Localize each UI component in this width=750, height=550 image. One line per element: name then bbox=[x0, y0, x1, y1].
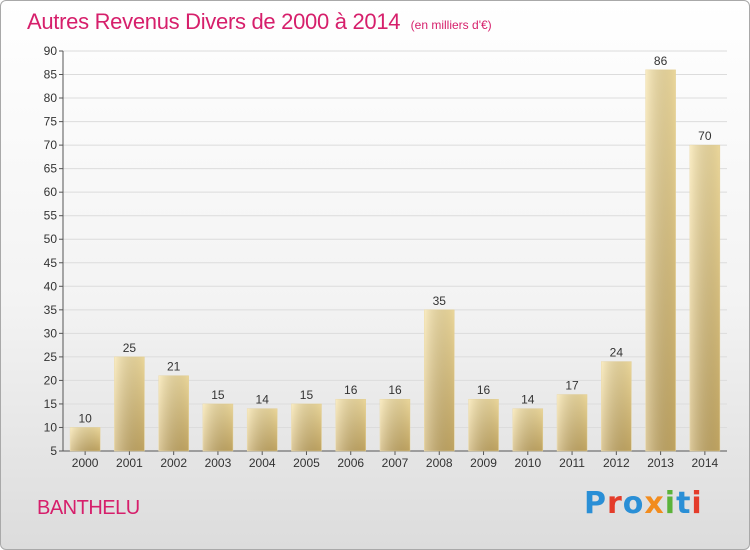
y-tick-label: 60 bbox=[44, 185, 58, 199]
chart-title: Autres Revenus Divers de 2000 à 2014 (en… bbox=[27, 9, 492, 35]
logo-letter: o bbox=[622, 486, 645, 521]
data-label: 16 bbox=[477, 383, 491, 397]
chart-title-main: Autres Revenus Divers de 2000 à 2014 bbox=[27, 9, 401, 34]
data-label: 21 bbox=[167, 360, 181, 374]
data-label: 10 bbox=[78, 411, 92, 425]
data-label: 16 bbox=[388, 383, 402, 397]
logo-letter: P bbox=[584, 486, 607, 521]
x-tick-label: 2011 bbox=[559, 456, 585, 470]
y-tick-label: 65 bbox=[44, 162, 58, 176]
bar-shade bbox=[335, 399, 366, 451]
x-tick-label: 2007 bbox=[382, 456, 409, 470]
y-tick-label: 35 bbox=[44, 303, 58, 317]
bar-shade bbox=[645, 69, 676, 451]
data-label: 35 bbox=[433, 294, 447, 308]
y-tick-label: 50 bbox=[44, 232, 58, 246]
x-tick-label: 2010 bbox=[514, 456, 541, 470]
y-tick-label: 40 bbox=[44, 279, 58, 293]
bar-shade bbox=[380, 399, 410, 451]
data-label: 70 bbox=[698, 129, 712, 143]
y-tick-label: 5 bbox=[50, 444, 57, 458]
data-label: 15 bbox=[300, 388, 314, 402]
x-tick-label: 2002 bbox=[160, 456, 187, 470]
y-tick-label: 55 bbox=[44, 209, 58, 223]
x-tick-label: 2008 bbox=[426, 456, 453, 470]
data-label: 14 bbox=[521, 393, 535, 407]
bar-shade bbox=[202, 403, 233, 451]
y-tick-label: 25 bbox=[44, 350, 58, 364]
bar-shade bbox=[158, 375, 189, 451]
data-label: 15 bbox=[211, 388, 225, 402]
y-tick-label: 10 bbox=[44, 420, 58, 434]
y-tick-label: 90 bbox=[44, 44, 58, 58]
data-label: 25 bbox=[123, 341, 137, 355]
bar-shade bbox=[468, 399, 499, 451]
y-tick-label: 80 bbox=[44, 91, 58, 105]
x-tick-label: 2004 bbox=[249, 456, 276, 470]
x-tick-label: 2000 bbox=[72, 456, 99, 470]
data-label: 17 bbox=[565, 379, 579, 393]
x-tick-label: 2006 bbox=[337, 456, 364, 470]
y-tick-label: 75 bbox=[44, 115, 58, 129]
bar-shade bbox=[424, 309, 455, 451]
logo-letter: i bbox=[664, 486, 677, 521]
data-label: 14 bbox=[256, 393, 270, 407]
bar-shade bbox=[70, 427, 101, 451]
proxiti-logo: Proxiti bbox=[584, 486, 703, 521]
bar-shade bbox=[689, 145, 720, 451]
y-tick-label: 30 bbox=[44, 326, 58, 340]
x-tick-label: 2014 bbox=[692, 456, 719, 470]
data-label: 86 bbox=[654, 54, 668, 68]
y-tick-label: 20 bbox=[44, 373, 58, 387]
logo-letter: r bbox=[607, 486, 623, 521]
chart-title-unit: (en milliers d'€) bbox=[410, 18, 492, 32]
bar-shade bbox=[291, 403, 322, 451]
y-tick-label: 70 bbox=[44, 138, 58, 152]
bar-shade bbox=[512, 408, 543, 451]
x-tick-label: 2009 bbox=[470, 456, 497, 470]
bar-shade bbox=[557, 394, 588, 451]
data-label: 24 bbox=[610, 346, 624, 360]
logo-letter: t bbox=[676, 486, 692, 521]
x-tick-label: 2013 bbox=[647, 456, 674, 470]
logo-letter: i bbox=[691, 486, 703, 521]
logo-letter: x bbox=[644, 486, 665, 521]
y-tick-label: 85 bbox=[44, 68, 58, 82]
commune-name: BANTHELU bbox=[37, 497, 140, 519]
y-tick-label: 45 bbox=[44, 256, 58, 270]
bar-shade bbox=[247, 408, 278, 451]
bar-shade bbox=[114, 356, 145, 451]
x-tick-label: 2001 bbox=[116, 456, 143, 470]
x-tick-label: 2005 bbox=[293, 456, 320, 470]
bar-shade bbox=[601, 361, 632, 451]
data-label: 16 bbox=[344, 383, 358, 397]
x-tick-label: 2012 bbox=[603, 456, 630, 470]
y-tick-label: 15 bbox=[44, 397, 58, 411]
x-tick-label: 2003 bbox=[205, 456, 232, 470]
